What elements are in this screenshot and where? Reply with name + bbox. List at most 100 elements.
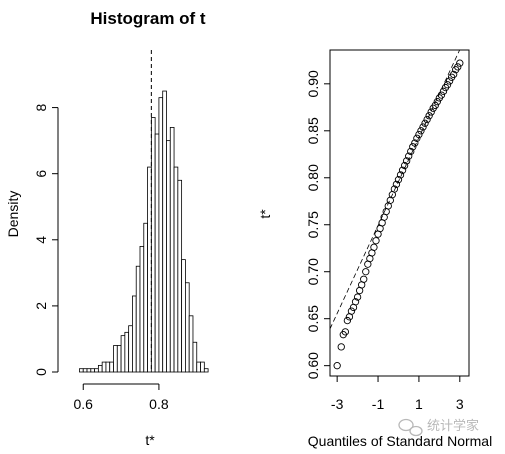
- qq-point: [415, 130, 423, 139]
- qq-point: [413, 134, 421, 142]
- qq-x-axis: -3 -1 1 3: [331, 375, 464, 412]
- histogram-bar: [162, 90, 167, 373]
- histogram-x-label: t*: [145, 432, 155, 448]
- histogram-bar: [196, 361, 201, 373]
- qq-y-axis: 0.60 0.65 0.70 0.75 0.80 0.85 0.90: [305, 70, 331, 379]
- histogram-bar: [113, 345, 118, 373]
- qq-point: [409, 143, 417, 151]
- histogram-bar: [200, 361, 205, 373]
- qq-reference-line: [329, 49, 460, 329]
- histogram-bar: [203, 368, 209, 373]
- qq-point: [437, 91, 446, 99]
- qq-point: [423, 115, 431, 124]
- qq-x-tick-label: 3: [456, 396, 464, 412]
- histogram-bar: [169, 127, 175, 373]
- histogram-bar: [185, 282, 190, 373]
- histogram-y-tick-label: 6: [33, 170, 49, 178]
- histogram-chart: Histogram of t 0 2 4 6 8 0.6 0.8 t* Density: [5, 9, 209, 448]
- qq-point: [427, 108, 435, 116]
- qq-point: [351, 298, 360, 306]
- qq-point: [407, 147, 415, 156]
- histogram-y-axis: 0 2 4 6 8: [33, 103, 59, 376]
- histogram-y-tick-label: 8: [33, 103, 49, 111]
- qq-y-tick-label: 0.90: [305, 70, 321, 97]
- histogram-bar: [90, 368, 95, 373]
- histogram-bar: [173, 166, 179, 373]
- histogram-bar: [101, 361, 107, 373]
- qq-point: [417, 127, 425, 135]
- qq-point: [439, 87, 448, 95]
- histogram-bar: [188, 315, 194, 373]
- qq-y-tick-label: 0.80: [305, 164, 321, 191]
- qq-point: [431, 101, 439, 110]
- qq-x-tick-label: 1: [415, 396, 423, 412]
- watermark-text: 统计学家: [427, 418, 479, 433]
- histogram-bars: [79, 90, 209, 373]
- histogram-bar: [82, 368, 88, 373]
- watermark: 统计学家: [398, 418, 479, 437]
- qq-point: [445, 77, 454, 85]
- qq-plot-frame: [329, 49, 470, 377]
- qq-point: [419, 123, 427, 131]
- histogram-bar: [105, 361, 111, 373]
- qq-point: [353, 293, 362, 301]
- qq-point: [411, 139, 419, 147]
- qq-point: [400, 161, 409, 170]
- qq-point: [454, 63, 462, 71]
- qq-point: [390, 185, 399, 193]
- qq-point: [394, 175, 403, 184]
- histogram-bar: [135, 265, 141, 373]
- histogram-bar: [177, 179, 183, 373]
- histogram-x-axis: 0.6 0.8: [74, 383, 169, 412]
- qq-point: [421, 119, 429, 127]
- histogram-bar: [181, 259, 186, 373]
- histogram-bar: [132, 295, 137, 373]
- qq-point: [392, 180, 401, 188]
- qq-point: [405, 152, 413, 160]
- histogram-bar: [139, 245, 145, 373]
- qq-y-tick-label: 0.70: [305, 258, 321, 285]
- histogram-y-tick-label: 4: [33, 236, 49, 244]
- histogram-y-label: Density: [5, 191, 21, 238]
- qq-point: [403, 157, 411, 165]
- histogram-bar: [124, 331, 130, 373]
- qq-point: [347, 307, 356, 315]
- histogram-bar: [154, 133, 160, 373]
- histogram-bar: [109, 361, 114, 373]
- histogram-y-tick-label: 2: [33, 302, 49, 310]
- qq-x-tick-label: -3: [331, 396, 344, 412]
- histogram-bar: [150, 117, 156, 373]
- histogram-bar: [86, 368, 92, 373]
- histogram-bar: [79, 368, 84, 373]
- qq-point: [362, 268, 370, 276]
- qq-point: [370, 243, 378, 251]
- qq-point: [343, 316, 352, 325]
- histogram-bar: [128, 325, 133, 373]
- histogram-bar: [166, 140, 171, 373]
- qq-point: [433, 98, 441, 106]
- qq-points: [333, 59, 464, 370]
- histogram-bar: [97, 364, 103, 373]
- qq-x-tick-label: -1: [372, 396, 385, 412]
- histogram-bar: [94, 368, 99, 373]
- qq-point: [450, 70, 458, 79]
- histogram-x-tick-label: 0.6: [74, 396, 94, 412]
- qq-point: [456, 59, 464, 67]
- histogram-bar: [120, 335, 126, 373]
- histogram-bar: [147, 166, 152, 373]
- histogram-y-tick-label: 0: [33, 368, 49, 376]
- qq-point: [425, 112, 433, 120]
- histogram-title: Histogram of t: [90, 9, 206, 28]
- qq-y-tick-label: 0.75: [305, 211, 321, 238]
- qq-point: [333, 362, 341, 370]
- histogram-bar: [116, 345, 122, 373]
- qq-y-tick-label: 0.60: [305, 352, 321, 379]
- histogram-bar: [158, 97, 164, 373]
- qq-point: [443, 81, 452, 89]
- qq-point: [398, 166, 407, 174]
- histogram-bar: [192, 341, 198, 373]
- qq-y-tick-label: 0.65: [305, 305, 321, 332]
- histogram-bar: [143, 222, 148, 373]
- qq-x-label: Quantiles of Standard Normal: [308, 433, 492, 449]
